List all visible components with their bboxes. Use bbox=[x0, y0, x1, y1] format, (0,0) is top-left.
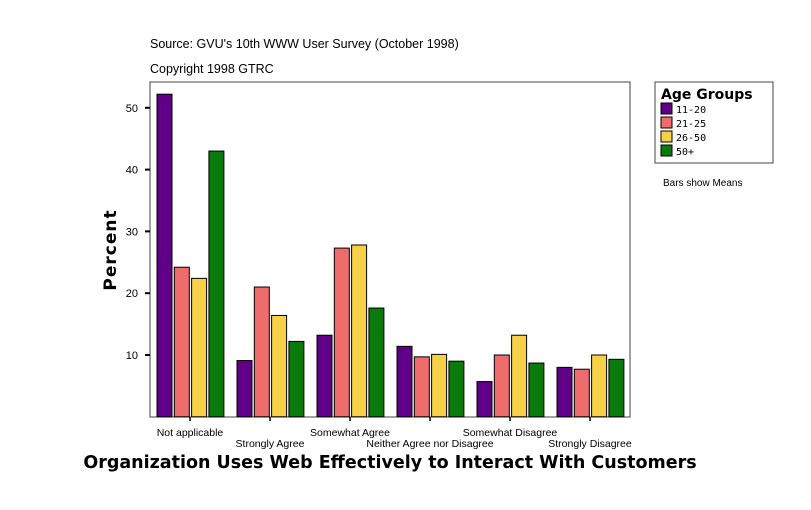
legend-swatch bbox=[660, 102, 673, 115]
bar-50+ bbox=[288, 340, 305, 418]
x-tick-label: Not applicable bbox=[157, 427, 224, 439]
x-tick-label: Strongly Agree bbox=[236, 438, 305, 450]
y-tick-label: 20 bbox=[126, 288, 138, 300]
bar-21-25 bbox=[173, 266, 190, 418]
legend-label: 50+ bbox=[676, 147, 694, 158]
x-tick-label: Neither Agree nor Disagree bbox=[366, 438, 493, 450]
y-tick-label: 50 bbox=[126, 103, 138, 115]
bar-26-50 bbox=[591, 354, 608, 418]
bar-21-25 bbox=[573, 368, 590, 418]
source-text: Source: GVU's 10th WWW User Survey (Octo… bbox=[150, 37, 459, 51]
x-tick-label: Somewhat Disagree bbox=[463, 427, 558, 439]
bar-50+ bbox=[608, 358, 625, 418]
bar-11-20 bbox=[556, 366, 573, 418]
bar-50+ bbox=[208, 150, 225, 418]
legend-label: 11-20 bbox=[676, 105, 706, 116]
bar-50+ bbox=[368, 307, 385, 418]
note-text: Bars show Means bbox=[663, 178, 742, 189]
legend-swatch bbox=[660, 130, 673, 143]
x-tick-label: Strongly Disagree bbox=[548, 438, 632, 450]
bar-26-50 bbox=[431, 353, 448, 418]
x-tick-label: Somewhat Agree bbox=[310, 427, 390, 439]
bar-11-20 bbox=[396, 345, 413, 418]
legend-swatch bbox=[660, 144, 673, 157]
bar-11-20 bbox=[476, 381, 493, 418]
y-tick-label: 40 bbox=[126, 165, 138, 177]
bars bbox=[156, 93, 625, 418]
bar-26-50 bbox=[191, 277, 208, 418]
y-tick-label: 30 bbox=[126, 226, 138, 238]
legend: Age Groups 11-20 21-25 26-50 50+ bbox=[654, 81, 774, 164]
x-axis: Not applicable Strongly Agree Somewhat Agr… bbox=[157, 417, 632, 450]
bar-50+ bbox=[528, 362, 545, 418]
legend-title: Age Groups bbox=[661, 87, 753, 103]
copyright-text: Copyright 1998 GTRC bbox=[150, 62, 274, 76]
chart-title: Organization Uses Web Effectively to Int… bbox=[83, 453, 696, 473]
bar-21-25 bbox=[333, 247, 350, 418]
legend-label: 26-50 bbox=[676, 133, 706, 144]
bar-21-25 bbox=[413, 356, 430, 418]
legend-swatch bbox=[660, 116, 673, 129]
bar-26-50 bbox=[511, 334, 528, 418]
bar-11-20 bbox=[156, 93, 173, 418]
y-axis: 10 20 30 40 50 bbox=[126, 103, 150, 362]
legend-label: 21-25 bbox=[676, 119, 706, 130]
bar-11-20 bbox=[236, 360, 253, 418]
bar-21-25 bbox=[253, 286, 270, 418]
y-tick-label: 10 bbox=[126, 350, 138, 362]
legend-box bbox=[654, 81, 774, 164]
bar-26-50 bbox=[351, 244, 368, 418]
bar-50+ bbox=[448, 360, 465, 418]
bar-21-25 bbox=[493, 354, 510, 418]
bar-26-50 bbox=[271, 314, 288, 418]
plot-area bbox=[149, 81, 631, 418]
y-axis-label: Percent bbox=[101, 209, 121, 290]
bar-11-20 bbox=[316, 334, 333, 418]
